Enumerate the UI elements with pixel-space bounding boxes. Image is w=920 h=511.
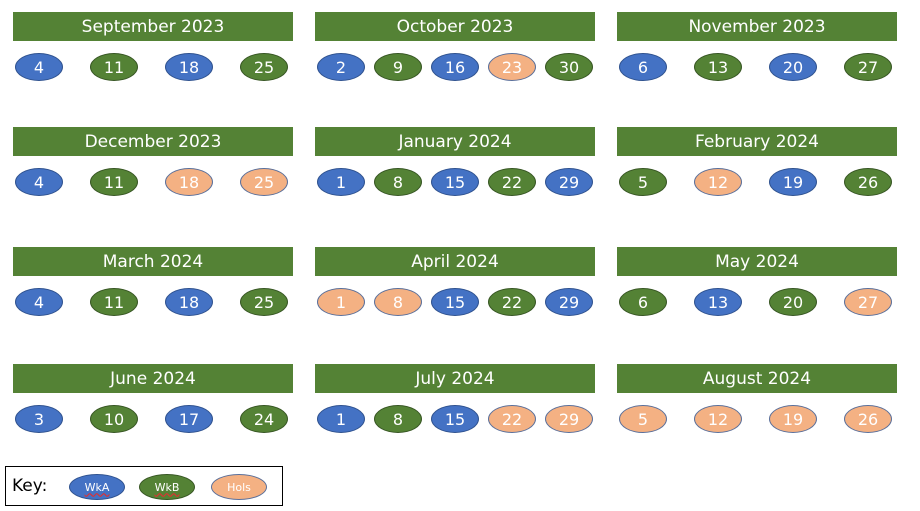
month-block: April 2024 1 8 15 22 29 xyxy=(315,247,595,327)
month-title: August 2024 xyxy=(617,364,897,393)
date-oval[interactable]: 11 xyxy=(90,288,138,316)
date-oval[interactable]: 18 xyxy=(165,53,213,81)
date-oval[interactable]: 22 xyxy=(488,405,536,433)
month-block: February 2024 5 12 19 26 xyxy=(617,127,897,207)
date-oval[interactable]: 1 xyxy=(317,288,365,316)
month-title: April 2024 xyxy=(315,247,595,276)
date-oval[interactable]: 9 xyxy=(374,53,422,81)
month-title: June 2024 xyxy=(13,364,293,393)
date-oval[interactable]: 20 xyxy=(769,53,817,81)
date-oval[interactable]: 6 xyxy=(619,288,667,316)
month-block: May 2024 6 13 20 27 xyxy=(617,247,897,327)
date-oval[interactable]: 12 xyxy=(694,168,742,196)
month-title: July 2024 xyxy=(315,364,595,393)
date-oval[interactable]: 27 xyxy=(844,53,892,81)
date-oval[interactable]: 4 xyxy=(15,168,63,196)
date-oval[interactable]: 27 xyxy=(844,288,892,316)
key-wka-oval: WkA xyxy=(69,474,125,500)
date-oval[interactable]: 20 xyxy=(769,288,817,316)
date-oval[interactable]: 8 xyxy=(374,288,422,316)
date-oval[interactable]: 18 xyxy=(165,288,213,316)
date-oval[interactable]: 1 xyxy=(317,405,365,433)
date-oval[interactable]: 15 xyxy=(431,168,479,196)
date-oval[interactable]: 29 xyxy=(545,288,593,316)
date-oval[interactable]: 29 xyxy=(545,405,593,433)
date-oval[interactable]: 18 xyxy=(165,168,213,196)
date-oval[interactable]: 26 xyxy=(844,405,892,433)
key-legend: Key: WkA WkB Hols xyxy=(5,466,283,506)
month-block: July 2024 1 8 15 22 29 xyxy=(315,364,595,444)
key-label: Key: xyxy=(12,476,48,496)
month-title: November 2023 xyxy=(617,12,897,41)
date-oval[interactable]: 6 xyxy=(619,53,667,81)
date-oval[interactable]: 25 xyxy=(240,288,288,316)
month-title: February 2024 xyxy=(617,127,897,156)
date-oval[interactable]: 1 xyxy=(317,168,365,196)
date-oval[interactable]: 17 xyxy=(165,405,213,433)
month-block: November 2023 6 13 20 27 xyxy=(617,12,897,92)
date-oval[interactable]: 4 xyxy=(15,53,63,81)
date-oval[interactable]: 13 xyxy=(694,288,742,316)
date-oval[interactable]: 22 xyxy=(488,288,536,316)
date-oval[interactable]: 15 xyxy=(431,405,479,433)
date-oval[interactable]: 15 xyxy=(431,288,479,316)
month-title: December 2023 xyxy=(13,127,293,156)
month-block: December 2023 4 11 18 25 xyxy=(13,127,293,207)
date-oval[interactable]: 8 xyxy=(374,168,422,196)
month-title: January 2024 xyxy=(315,127,595,156)
date-oval[interactable]: 16 xyxy=(431,53,479,81)
key-wkb-oval: WkB xyxy=(139,474,195,500)
month-title: September 2023 xyxy=(13,12,293,41)
date-oval[interactable]: 29 xyxy=(545,168,593,196)
key-wka-label: WkA xyxy=(84,480,110,494)
month-block: August 2024 5 12 19 26 xyxy=(617,364,897,444)
date-oval[interactable]: 2 xyxy=(317,53,365,81)
date-oval[interactable]: 24 xyxy=(240,405,288,433)
date-oval[interactable]: 22 xyxy=(488,168,536,196)
month-title: October 2023 xyxy=(315,12,595,41)
month-block: October 2023 2 9 16 23 30 xyxy=(315,12,595,92)
month-block: June 2024 3 10 17 24 xyxy=(13,364,293,444)
month-block: March 2024 4 11 18 25 xyxy=(13,247,293,327)
date-oval[interactable]: 19 xyxy=(769,405,817,433)
key-wkb-label: WkB xyxy=(154,480,180,494)
date-oval[interactable]: 8 xyxy=(374,405,422,433)
date-oval[interactable]: 10 xyxy=(90,405,138,433)
month-block: September 2023 4 11 18 25 xyxy=(13,12,293,92)
date-oval[interactable]: 5 xyxy=(619,405,667,433)
date-oval[interactable]: 12 xyxy=(694,405,742,433)
date-oval[interactable]: 25 xyxy=(240,53,288,81)
date-oval[interactable]: 26 xyxy=(844,168,892,196)
date-oval[interactable]: 25 xyxy=(240,168,288,196)
date-oval[interactable]: 13 xyxy=(694,53,742,81)
date-oval[interactable]: 5 xyxy=(619,168,667,196)
date-oval[interactable]: 23 xyxy=(488,53,536,81)
key-hols-label: Hols xyxy=(227,480,251,494)
date-oval[interactable]: 11 xyxy=(90,168,138,196)
date-oval[interactable]: 3 xyxy=(15,405,63,433)
date-oval[interactable]: 19 xyxy=(769,168,817,196)
month-title: May 2024 xyxy=(617,247,897,276)
date-oval[interactable]: 30 xyxy=(545,53,593,81)
month-block: January 2024 1 8 15 22 29 xyxy=(315,127,595,207)
date-oval[interactable]: 4 xyxy=(15,288,63,316)
date-oval[interactable]: 11 xyxy=(90,53,138,81)
month-title: March 2024 xyxy=(13,247,293,276)
key-hols-oval: Hols xyxy=(211,474,267,500)
